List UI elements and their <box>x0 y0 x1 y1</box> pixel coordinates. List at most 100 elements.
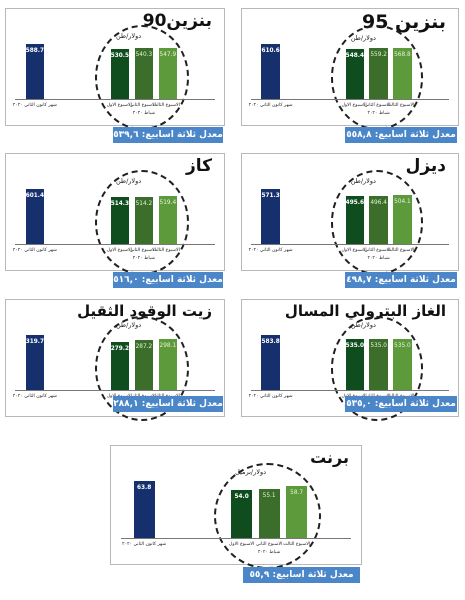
bar-week-2: 55.1 <box>258 489 280 539</box>
bar-week-3: 535.0 <box>393 339 412 391</box>
group-label: شباط ٢٠٢٠ <box>367 256 390 262</box>
category-label: الاسبوع الثاني <box>364 103 391 109</box>
data-label: 495.6 <box>345 200 365 207</box>
category-label: الاسبوع الثاني <box>255 542 283 548</box>
chart-panel: ديزل دولار/طن 571.3 شهر كانون الثاني ٢٠٢٠ 49… <box>241 153 459 275</box>
data-label: 58.7 <box>290 489 304 496</box>
category-label: شهر كانون الثاني ٢٠٢٠ <box>248 248 293 254</box>
bar-week-1: 54.0 <box>231 490 253 539</box>
category-label: شهر كانون الثاني ٢٠٢٠ <box>12 103 57 109</box>
chart-title: كاز <box>185 156 212 176</box>
data-label: 601.4 <box>25 192 45 199</box>
data-label: 514.2 <box>135 200 153 207</box>
data-label: 535.0 <box>370 343 387 350</box>
highlight-ring <box>330 316 424 421</box>
group-label: شباط ٢٠٢٠ <box>367 111 390 117</box>
data-label: 298.1 <box>159 342 177 349</box>
data-label: 583.8 <box>261 338 280 345</box>
x-axis-line <box>250 390 450 392</box>
highlight-ring <box>95 316 190 421</box>
bar-january: 601.4 <box>25 188 45 245</box>
data-label: 535.0 <box>394 343 411 350</box>
category-label: الاسبوع الاول <box>106 248 132 254</box>
x-axis-line <box>121 538 351 540</box>
data-label: 519.4 <box>159 200 177 207</box>
group-label: شباط ٢٠٢٠ <box>132 111 155 117</box>
bar-week-1: 279.2 <box>110 341 130 391</box>
bar-january: 588.7 <box>25 43 45 100</box>
category-label: الاسبوع الثاني <box>364 248 391 254</box>
bar-week-2: 535.0 <box>369 339 388 391</box>
chart-title: برنت <box>310 448 349 467</box>
category-label: الاسبوع الاول <box>341 248 367 254</box>
category-label: شهر كانون الثاني ٢٠٢٠ <box>248 103 293 109</box>
average-banner: معدل ثلاثة اسابيع: ٥٥,٩ <box>243 567 360 583</box>
data-label: 568.8 <box>394 51 411 58</box>
bar-week-1: 514.3 <box>110 196 130 245</box>
category-label: الاسبوع الاول <box>341 103 367 109</box>
data-label: 287.2 <box>135 344 153 351</box>
bar-january: 63.8 <box>133 481 155 539</box>
bar-week-2: 559.2 <box>369 48 388 100</box>
average-banner: معدل ثلاثة اسابيع: ٥٥٨,٨ <box>345 127 457 143</box>
category-label: الاسبوع الثالث <box>152 103 180 109</box>
data-label: 540.3 <box>135 52 153 59</box>
bar-week-1: 548.4 <box>345 49 365 100</box>
bar-week-3: 547.9 <box>158 47 178 100</box>
data-label: 559.2 <box>370 52 387 59</box>
group-label: شباط ٢٠٢٠ <box>258 550 281 556</box>
category-label: الاسبوع الثالث <box>283 542 311 548</box>
bar-week-2: 514.2 <box>134 196 154 245</box>
x-axis-line <box>250 99 450 101</box>
bar-week-3: 58.7 <box>286 485 308 539</box>
chart-panel: بنزين 95 دولار/طن 610.6 شهر كانون الثاني ٢٠… <box>241 8 459 130</box>
chart-panel: كاز دولار/طن 601.4 شهر كانون الثاني ٢٠٢٠ 514… <box>5 153 225 275</box>
bar-january: 571.3 <box>261 188 280 245</box>
chart-title: زيت الوقود الثقيل <box>77 302 212 320</box>
data-label: 588.7 <box>25 47 45 54</box>
bar-week-1: 535.0 <box>345 339 365 391</box>
x-axis-line <box>14 390 216 392</box>
bar-week-1: 495.6 <box>345 196 365 245</box>
bar-january: 319.7 <box>25 334 45 391</box>
data-label: 496.4 <box>370 200 387 207</box>
category-label: الاسبوع الثاني <box>129 103 156 109</box>
data-label: 55.1 <box>262 493 276 500</box>
bar-week-2: 540.3 <box>134 48 154 100</box>
category-label: شهر كانون الثاني ٢٠٢٠ <box>122 542 167 548</box>
category-label: الاسبوع الثاني <box>129 248 156 254</box>
data-label: 535.0 <box>345 343 365 350</box>
average-banner: معدل ثلاثة اسابيع: ٥٣٥,٠ <box>345 396 457 412</box>
bar-week-3: 298.1 <box>158 338 178 391</box>
bar-january: 583.8 <box>261 334 280 391</box>
category-label: شهر كانون الثاني ٢٠٢٠ <box>12 248 57 254</box>
category-label: شهر كانون الثاني ٢٠٢٠ <box>248 394 293 400</box>
bar-week-3: 519.4 <box>158 196 178 245</box>
category-label: الاسبوع الاول <box>229 542 255 548</box>
bar-january: 610.6 <box>261 43 280 100</box>
data-label: 571.3 <box>261 192 280 199</box>
data-label: 547.9 <box>159 51 177 58</box>
category-label: الاسبوع الثالث <box>152 248 180 254</box>
category-label: الاسبوع الثالث <box>387 248 415 254</box>
data-label: 530.5 <box>110 53 130 60</box>
average-banner: معدل ثلاثة اسابيع: ٥٣٩,٦ <box>113 127 223 143</box>
average-banner: معدل ثلاثة اسابيع: ٤٩٨,٧ <box>345 272 457 288</box>
data-label: 63.8 <box>136 485 152 492</box>
bar-week-2: 496.4 <box>369 196 388 245</box>
bar-week-3: 504.1 <box>393 195 412 245</box>
bar-week-3: 568.8 <box>393 47 412 100</box>
category-label: الاسبوع الاول <box>106 103 132 109</box>
chart-title: الغاز البترولي المسال <box>284 302 446 320</box>
chart-title: ديزل <box>405 156 446 176</box>
chart-title: بنزين90 <box>142 11 212 31</box>
x-axis-line <box>14 99 216 101</box>
average-banner: معدل ثلاثة اسابيع: ٢٨٨,١ <box>113 396 223 412</box>
bar-week-2: 287.2 <box>134 340 154 391</box>
data-label: 279.2 <box>110 345 130 352</box>
x-axis-line <box>250 244 450 246</box>
average-banner: معدل ثلاثة اسابيع: ٥١٦,٠ <box>113 272 223 288</box>
chart-panel: برنت دولار/برميل 63.8 شهر كانون الثاني ٢٠٢٠… <box>110 445 362 569</box>
category-label: شهر كانون الثاني ٢٠٢٠ <box>12 394 57 400</box>
bar-week-1: 530.5 <box>110 49 130 100</box>
